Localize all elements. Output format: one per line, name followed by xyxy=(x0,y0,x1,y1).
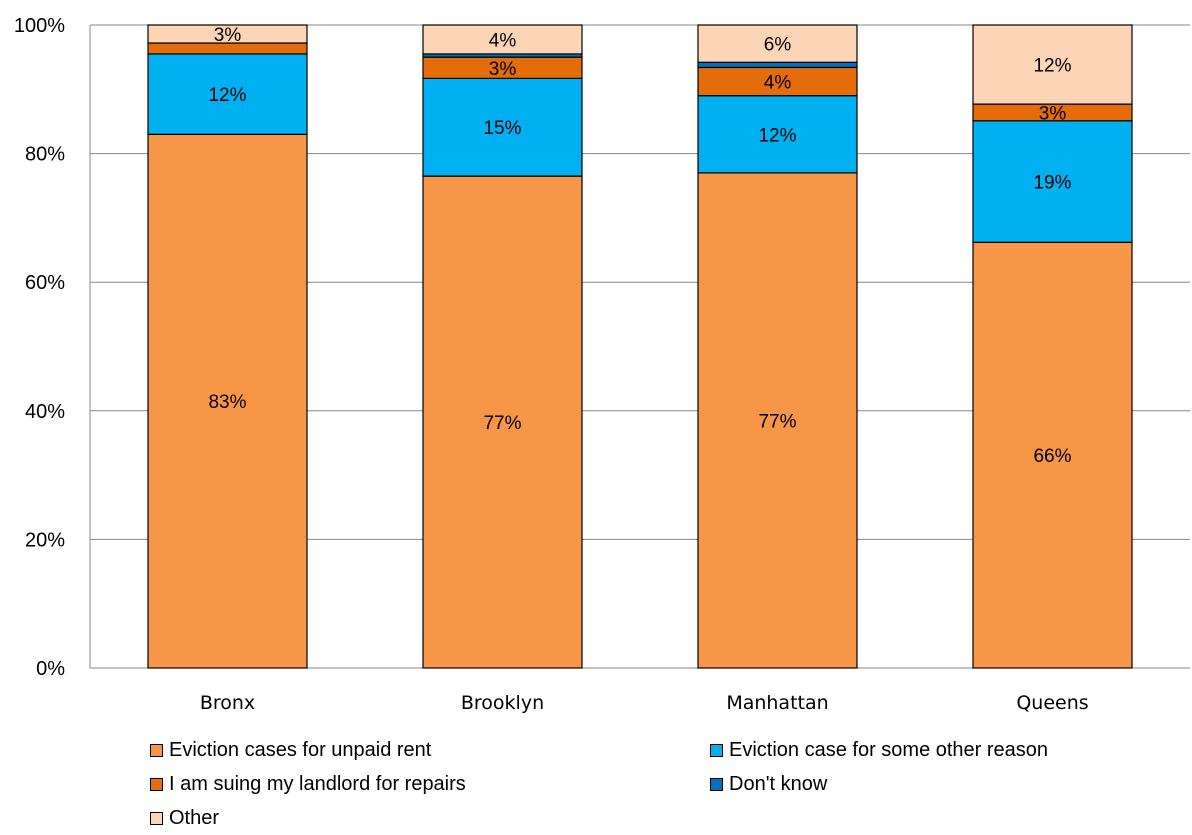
data-label: 77% xyxy=(483,413,521,434)
legend-swatch xyxy=(710,743,723,757)
bar-segment-bronx-4 xyxy=(147,24,308,44)
legend-label: I am suing my landlord for repairs xyxy=(169,772,466,795)
x-tick-label: Queens xyxy=(1016,692,1088,714)
data-label: 4% xyxy=(489,30,517,51)
y-tick-label: 20% xyxy=(25,529,65,551)
data-label: 12% xyxy=(208,85,246,106)
data-label: 19% xyxy=(1033,173,1071,194)
bar-segment-queens-4 xyxy=(972,24,1133,105)
data-label: 4% xyxy=(764,73,792,94)
bar-segment-manhattan-4 xyxy=(697,24,858,63)
bar-segment-manhattan-1 xyxy=(697,95,858,174)
bar-segment-brooklyn-1 xyxy=(422,77,583,177)
y-tick-label: 40% xyxy=(25,401,65,423)
data-label: 66% xyxy=(1033,446,1071,467)
y-tick-label: 80% xyxy=(25,144,65,166)
legend-label: Eviction case for some other reason xyxy=(729,738,1049,761)
tick-labels: 0% 20% 40% 60% 80% 100% Bronx Brooklyn Manhattan… xyxy=(14,15,1089,714)
legend-item: Eviction cases for unpaid rent xyxy=(150,736,431,764)
y-tick-label: 100% xyxy=(14,15,65,37)
legend-label: Don't know xyxy=(729,772,828,795)
data-label: 3% xyxy=(214,25,242,46)
legend-item: Eviction case for some other reason xyxy=(710,736,1048,764)
data-label: 3% xyxy=(1039,103,1067,124)
bar-segment-bronx-0 xyxy=(147,133,308,669)
data-label: 77% xyxy=(758,411,796,432)
y-tick-label: 0% xyxy=(36,658,65,680)
x-tick-label: Manhattan xyxy=(726,692,828,714)
legend-item: Other xyxy=(150,804,219,832)
stacked-bar-chart: 83%12%3%77%15%3%4%77%12%4%6%66%19%3%12% … xyxy=(14,15,1190,714)
bar-segment-manhattan-0 xyxy=(697,172,858,669)
data-label: 6% xyxy=(764,35,792,56)
bar-segment-brooklyn-4 xyxy=(422,24,583,55)
bar-segment-queens-1 xyxy=(972,120,1133,243)
bar-segment-queens-0 xyxy=(972,241,1133,669)
x-tick-label: Bronx xyxy=(200,692,255,714)
data-label: 3% xyxy=(489,59,517,80)
legend-swatch xyxy=(150,811,163,825)
x-tick-label: Brooklyn xyxy=(461,692,544,714)
legend-item: Don't know xyxy=(710,770,827,798)
bar-segment-brooklyn-0 xyxy=(422,175,583,669)
bar-segment-manhattan-3 xyxy=(697,61,858,69)
data-label: 12% xyxy=(758,125,796,146)
legend-label: Other xyxy=(169,806,220,829)
bars xyxy=(147,24,1133,669)
legend-swatch xyxy=(150,743,163,757)
data-label: 83% xyxy=(208,392,246,413)
legend-swatch xyxy=(710,777,723,791)
legend-label: Eviction cases for unpaid rent xyxy=(169,738,432,761)
y-tick-label: 60% xyxy=(25,272,65,294)
bar-segment-bronx-1 xyxy=(147,53,308,135)
legend-item: I am suing my landlord for repairs xyxy=(150,770,466,798)
data-label: 15% xyxy=(483,118,521,139)
data-label: 12% xyxy=(1033,56,1071,77)
data-labels: 83% 12% 3% 77% 15% 3% 4% 77% 12% 4% 6% 66% 19% 3% 12% xyxy=(208,25,1071,467)
legend-swatch xyxy=(150,777,163,791)
legend: Eviction cases for unpaid rent Eviction c… xyxy=(150,736,1180,832)
